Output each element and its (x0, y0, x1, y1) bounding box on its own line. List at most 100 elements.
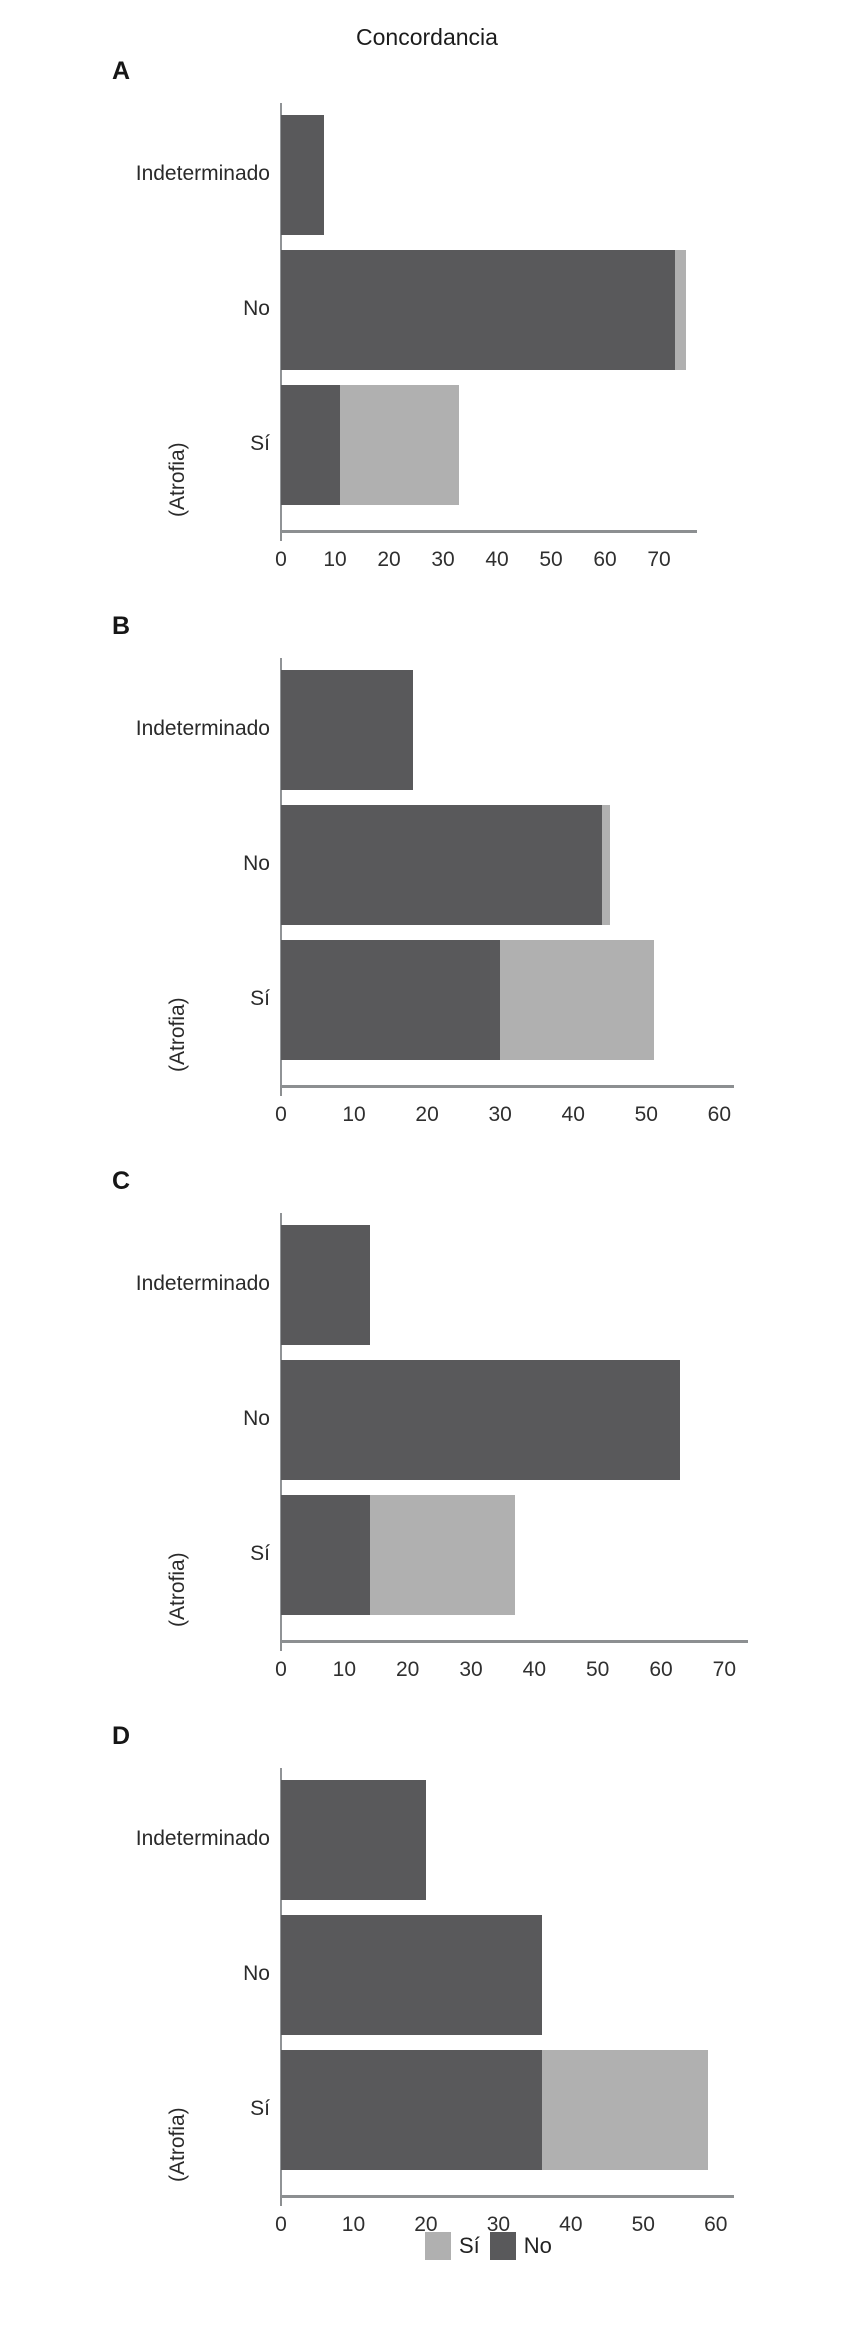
y-axis-title-atrofia: (Atrofia) (166, 1552, 189, 1627)
y-axis-title-atrofia: (Atrofia) (166, 2107, 189, 2182)
panel-label-D: D (112, 1722, 131, 1750)
x-axis-zero-tick (280, 1643, 282, 1651)
x-tick-label-30: 30 (459, 1658, 483, 1681)
bar-no (281, 805, 610, 925)
bar-sí (281, 385, 460, 505)
chart-title: Concordancia (356, 24, 498, 50)
x-tick-label-50: 50 (631, 2213, 655, 2236)
bar-no (281, 1915, 542, 2035)
bar-sí (281, 2050, 709, 2170)
x-tick-label-10: 10 (342, 1103, 366, 1126)
x-tick-label-0: 0 (275, 1103, 287, 1126)
x-axis-line (280, 1640, 748, 1643)
segment-no (281, 805, 603, 925)
segment-no (281, 250, 676, 370)
segment-no (281, 385, 341, 505)
segment-no (281, 670, 413, 790)
x-tick-label-30: 30 (486, 2213, 511, 2236)
segment-no (281, 1915, 542, 2035)
bar-indeterminado (281, 1780, 426, 1900)
segment-sí (675, 250, 686, 370)
x-tick-label-10: 10 (323, 548, 347, 571)
x-tick-label-0: 0 (275, 548, 287, 571)
x-tick-label-0: 0 (275, 1658, 287, 1681)
bar-indeterminado (281, 670, 413, 790)
category-label-sí: Sí (250, 1542, 270, 1565)
panel-label-A: A (112, 57, 131, 85)
panel-B: B Indeterminado No Sí (Atrofia) 0 10 20 30 40 50 60 (0, 612, 854, 1190)
segment-sí (541, 2050, 709, 2170)
bar-sí (281, 1495, 516, 1615)
category-label-sí: Sí (250, 987, 270, 1010)
legend-label-si: Sí (459, 2233, 480, 2258)
segment-no (281, 1495, 370, 1615)
x-tick-label-10: 10 (332, 1658, 357, 1681)
x-axis-line (280, 530, 697, 533)
x-axis-line (280, 1085, 734, 1088)
segment-sí (500, 940, 654, 1060)
category-label-sí: Sí (250, 2097, 270, 2120)
bar-indeterminado (281, 1225, 370, 1345)
x-tick-label-50: 50 (585, 1658, 610, 1681)
y-axis-title-atrofia: (Atrofia) (166, 442, 189, 517)
x-tick-label-40: 40 (561, 1103, 585, 1126)
legend: Sí No (425, 2232, 552, 2260)
panel-label-B: B (112, 612, 131, 640)
x-tick-label-10: 10 (341, 2213, 366, 2236)
category-label-no: No (243, 852, 270, 875)
segment-no (281, 1225, 370, 1345)
category-label-indeterminado: Indeterminado (135, 162, 270, 185)
x-tick-label-70: 70 (647, 548, 671, 571)
bar-sí (281, 940, 654, 1060)
legend-item-si: Sí (425, 2232, 480, 2260)
category-label-indeterminado: Indeterminado (135, 717, 270, 740)
legend-label-no: No (523, 2233, 552, 2258)
segment-no (281, 1780, 426, 1900)
segment-sí (602, 805, 610, 925)
x-tick-label-70: 70 (712, 1658, 737, 1681)
x-tick-label-20: 20 (395, 1658, 420, 1681)
segment-no (281, 115, 325, 235)
x-tick-label-60: 60 (707, 1103, 732, 1126)
x-tick-label-20: 20 (414, 2213, 438, 2236)
panel-label-C: C (112, 1167, 131, 1195)
x-tick-label-40: 40 (559, 2213, 583, 2236)
x-tick-label-50: 50 (539, 548, 563, 571)
x-tick-label-30: 30 (431, 548, 455, 571)
x-tick-label-30: 30 (488, 1103, 512, 1126)
segment-no (281, 2050, 542, 2170)
category-label-sí: Sí (250, 432, 270, 455)
x-tick-label-50: 50 (634, 1103, 658, 1126)
x-tick-label-40: 40 (522, 1658, 547, 1681)
segment-sí (369, 1495, 516, 1615)
x-tick-label-60: 60 (593, 548, 617, 571)
x-tick-label-20: 20 (415, 1103, 439, 1126)
bar-no (281, 1360, 680, 1480)
legend-swatch-si (425, 2232, 451, 2260)
x-tick-label-20: 20 (377, 548, 401, 571)
legend-item-no: No (489, 2232, 552, 2260)
panel-A: A Indeterminado No Sí (Atrofia) 0 10 20 30 40 50 60… (0, 57, 854, 635)
bar-indeterminado (281, 115, 325, 235)
x-axis-zero-tick (280, 1088, 282, 1096)
legend-swatch-no (489, 2232, 516, 2260)
x-tick-label-60: 60 (649, 1658, 673, 1681)
segment-no (281, 1360, 680, 1480)
segment-no (281, 940, 501, 1060)
x-axis-zero-tick (280, 533, 282, 541)
x-tick-label-40: 40 (485, 548, 509, 571)
panel-D: D Indeterminado No Sí (Atrofia) 0 10 20 30 40 50 60 (0, 1722, 854, 2300)
category-label-no: No (243, 1407, 270, 1430)
category-label-no: No (243, 1962, 270, 1985)
category-label-indeterminado: Indeterminado (135, 1827, 270, 1850)
y-axis-title-atrofia: (Atrofia) (166, 997, 189, 1072)
x-tick-label-60: 60 (704, 2213, 728, 2236)
bar-no (281, 250, 686, 370)
segment-sí (340, 385, 460, 505)
x-axis-line (280, 2195, 734, 2198)
category-label-no: No (243, 297, 270, 320)
x-axis-zero-tick (280, 2198, 282, 2206)
panel-C: C Indeterminado No Sí (Atrofia) 0 10 20 30 40 50 60… (0, 1167, 854, 1745)
x-tick-label-0: 0 (275, 2213, 287, 2236)
category-label-indeterminado: Indeterminado (135, 1272, 270, 1295)
